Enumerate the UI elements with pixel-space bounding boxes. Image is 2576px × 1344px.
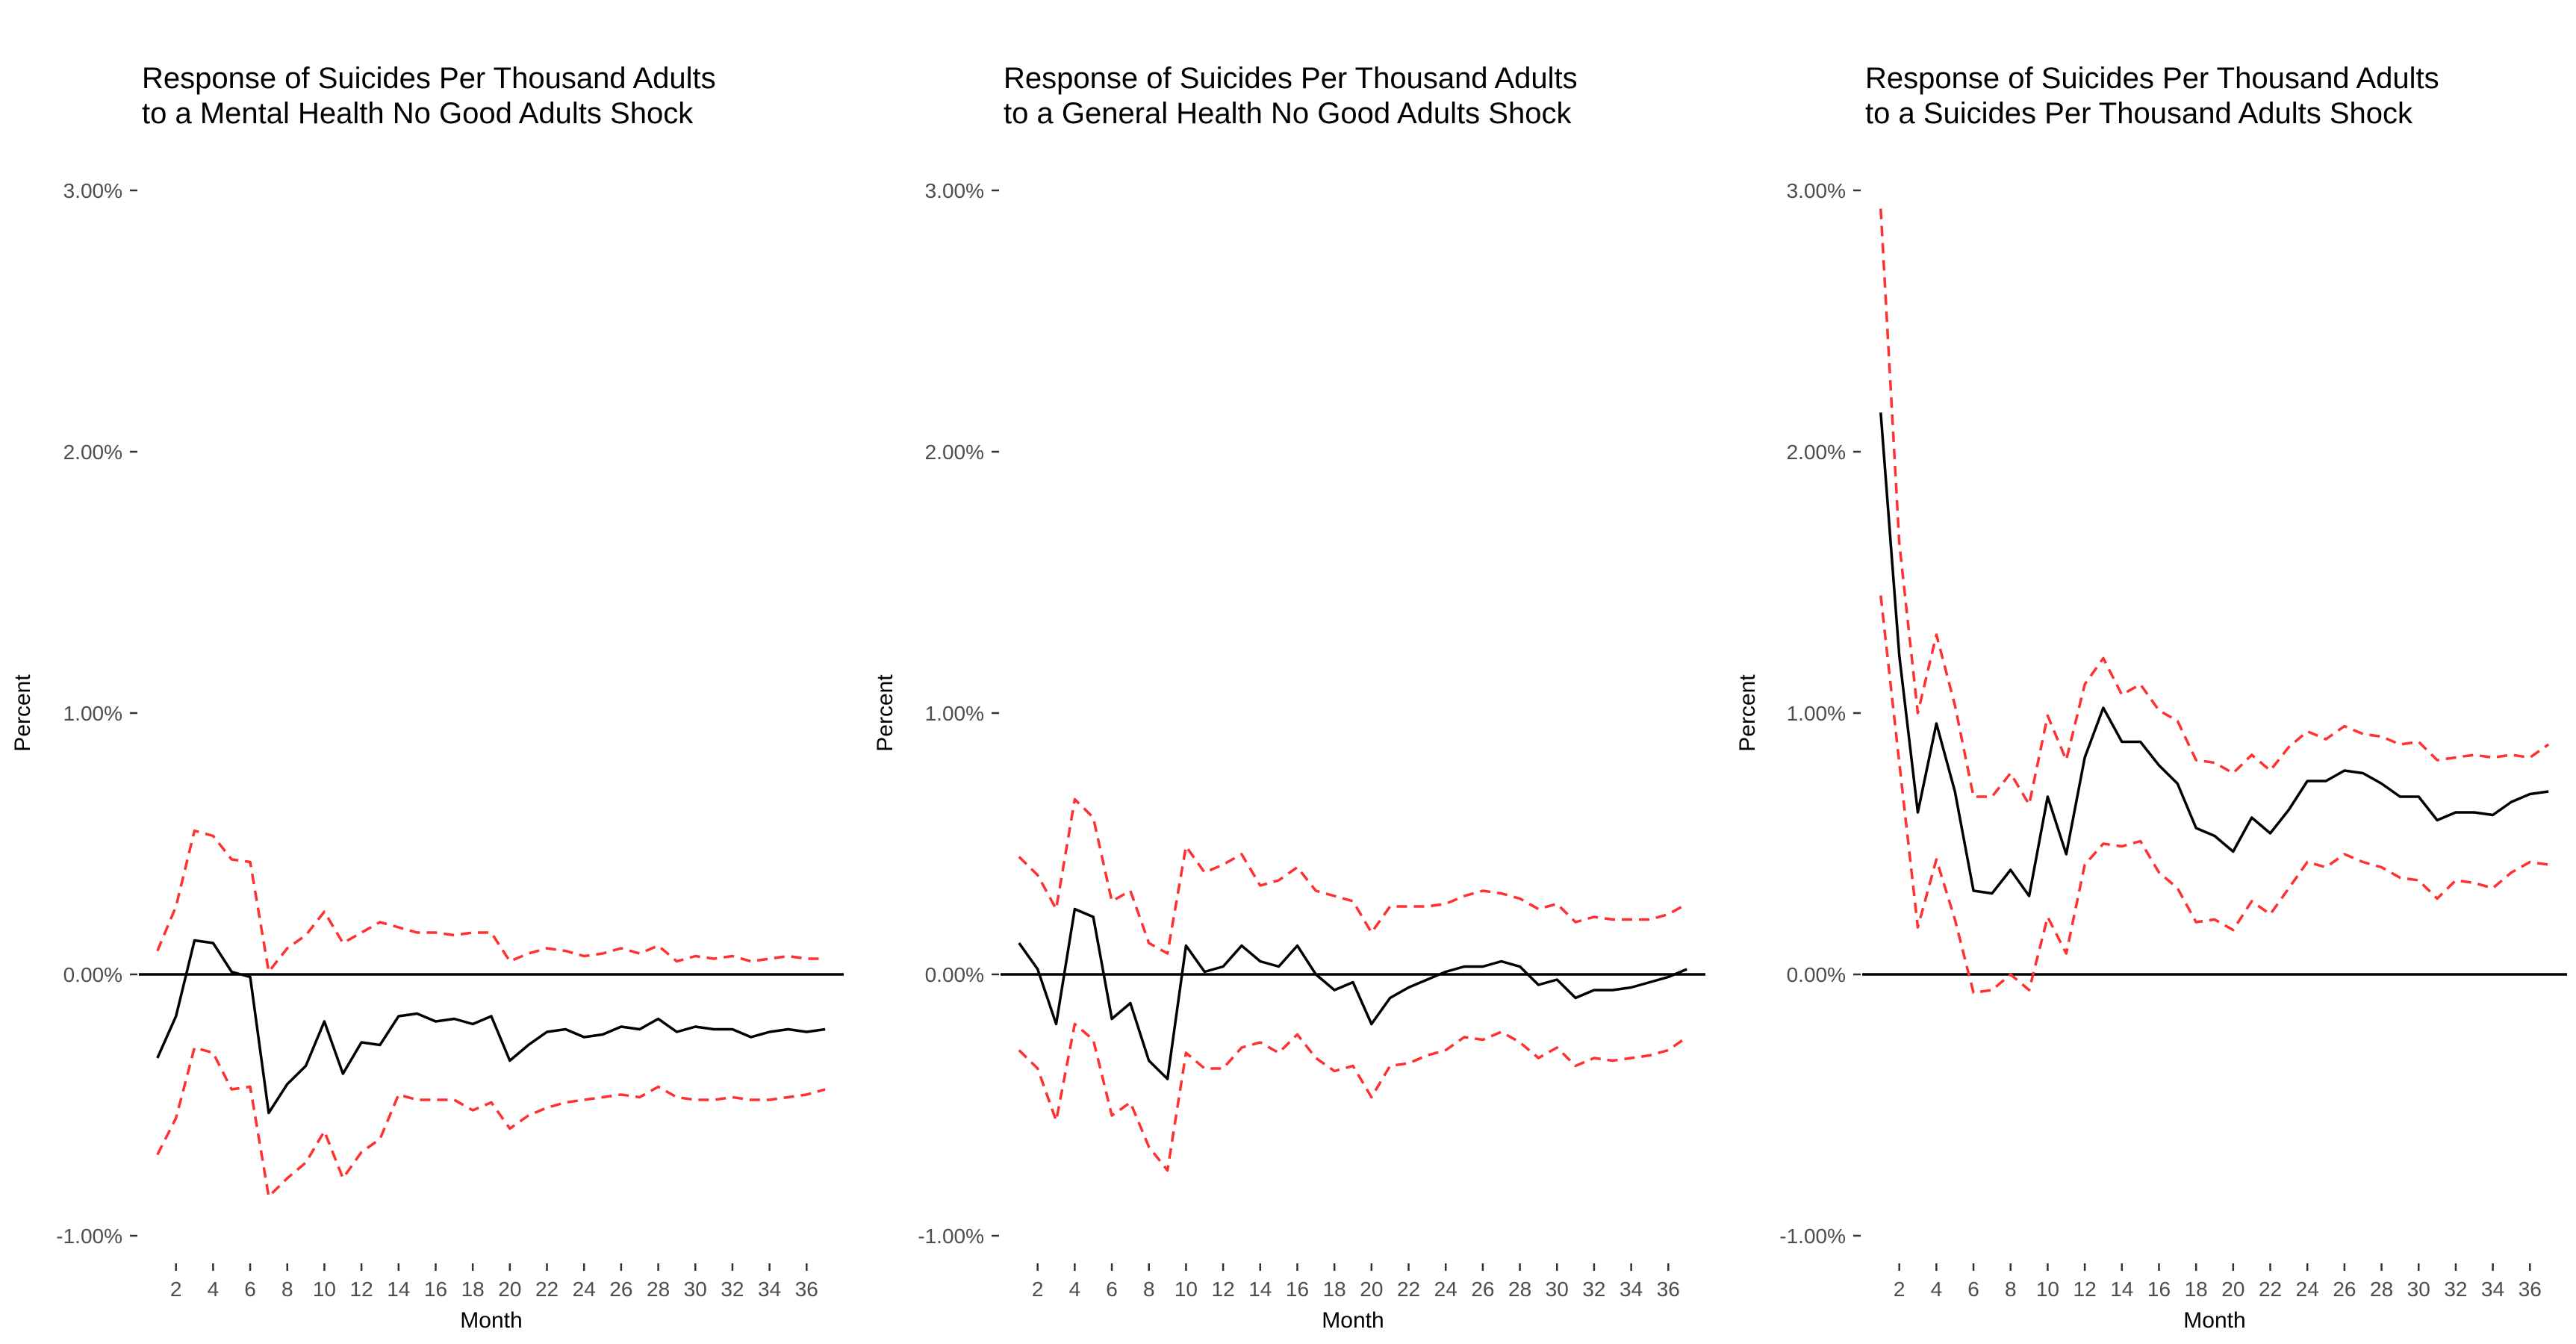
chart-title: Response of Suicides Per Thousand Adults… bbox=[1004, 62, 1578, 130]
x-tick-label: 28 bbox=[2370, 1278, 2393, 1301]
chart-title: Response of Suicides Per Thousand Adults… bbox=[142, 62, 716, 130]
y-tick-label: 1.00% bbox=[925, 702, 984, 725]
x-tick-label: 30 bbox=[1546, 1278, 1569, 1301]
x-tick-label: 6 bbox=[1106, 1278, 1118, 1301]
series-line-lower-band bbox=[1879, 595, 2549, 995]
x-tick-label: 30 bbox=[684, 1278, 707, 1301]
x-tick-label: 8 bbox=[1143, 1278, 1155, 1301]
y-tick-label: -1.00% bbox=[56, 1225, 122, 1248]
y-tick-label: 3.00% bbox=[63, 179, 122, 202]
x-tick-label: 30 bbox=[2407, 1278, 2430, 1301]
x-tick-label: 28 bbox=[1508, 1278, 1531, 1301]
x-tick-label: 26 bbox=[1471, 1278, 1494, 1301]
x-tick-label: 24 bbox=[573, 1278, 596, 1301]
y-tick-label: 0.00% bbox=[1787, 963, 1846, 986]
x-tick-label: 10 bbox=[2036, 1278, 2059, 1301]
y-tick-label: -1.00% bbox=[918, 1225, 984, 1248]
y-axis-title: Percent bbox=[10, 674, 35, 752]
x-tick-label: 24 bbox=[1434, 1278, 1457, 1301]
x-tick-label: 14 bbox=[2110, 1278, 2133, 1301]
series-line-estimate bbox=[1879, 412, 2549, 897]
y-tick-label: 3.00% bbox=[925, 179, 984, 202]
x-tick-label: 2 bbox=[1032, 1278, 1044, 1301]
x-tick-label: 36 bbox=[1657, 1278, 1680, 1301]
chart-panel-mental-health: Response of Suicides Per Thousand Adults… bbox=[10, 62, 844, 1333]
x-tick-label: 2 bbox=[170, 1278, 182, 1301]
x-tick-label: 22 bbox=[2259, 1278, 2282, 1301]
x-tick-label: 4 bbox=[1931, 1278, 1943, 1301]
y-tick-label: 2.00% bbox=[925, 441, 984, 464]
x-tick-label: 22 bbox=[1397, 1278, 1420, 1301]
x-tick-label: 26 bbox=[609, 1278, 632, 1301]
x-axis-title: Month bbox=[1322, 1308, 1384, 1333]
x-tick-label: 34 bbox=[1620, 1278, 1643, 1301]
chart-panel-general-health: Response of Suicides Per Thousand Adults… bbox=[873, 62, 1705, 1333]
x-tick-label: 8 bbox=[281, 1278, 293, 1301]
y-tick-label: 3.00% bbox=[1787, 179, 1846, 202]
x-tick-label: 20 bbox=[1360, 1278, 1383, 1301]
x-tick-label: 18 bbox=[461, 1278, 485, 1301]
y-tick-label: 1.00% bbox=[1787, 702, 1846, 725]
series-line-upper-band bbox=[1018, 797, 1688, 955]
x-tick-label: 12 bbox=[1212, 1278, 1235, 1301]
x-tick-label: 24 bbox=[2296, 1278, 2319, 1301]
x-tick-label: 14 bbox=[1248, 1278, 1272, 1301]
x-tick-label: 32 bbox=[1582, 1278, 1605, 1301]
x-tick-label: 36 bbox=[2519, 1278, 2542, 1301]
y-axis-title: Percent bbox=[1735, 674, 1760, 752]
series-line-estimate bbox=[156, 939, 826, 1115]
chart-panel-suicides: Response of Suicides Per Thousand Adults… bbox=[1735, 62, 2567, 1333]
x-tick-label: 18 bbox=[1323, 1278, 1346, 1301]
y-tick-label: 2.00% bbox=[63, 441, 122, 464]
x-tick-label: 16 bbox=[424, 1278, 447, 1301]
x-tick-label: 18 bbox=[2185, 1278, 2208, 1301]
x-tick-label: 10 bbox=[1175, 1278, 1198, 1301]
y-tick-label: 0.00% bbox=[63, 963, 122, 986]
x-tick-label: 12 bbox=[2073, 1278, 2097, 1301]
x-tick-label: 6 bbox=[244, 1278, 256, 1301]
x-tick-label: 20 bbox=[498, 1278, 521, 1301]
y-tick-label: 0.00% bbox=[925, 963, 984, 986]
x-tick-label: 10 bbox=[313, 1278, 336, 1301]
y-axis-title: Percent bbox=[873, 674, 897, 752]
x-tick-label: 12 bbox=[350, 1278, 373, 1301]
series-line-lower-band bbox=[1018, 1022, 1688, 1172]
x-tick-label: 16 bbox=[1286, 1278, 1309, 1301]
y-tick-label: 2.00% bbox=[1787, 441, 1846, 464]
x-tick-label: 34 bbox=[758, 1278, 781, 1301]
x-tick-label: 34 bbox=[2481, 1278, 2504, 1301]
y-tick-label: 1.00% bbox=[63, 702, 122, 725]
x-tick-label: 32 bbox=[721, 1278, 744, 1301]
chart-title: Response of Suicides Per Thousand Adults… bbox=[1865, 62, 2439, 130]
x-tick-label: 20 bbox=[2221, 1278, 2244, 1301]
y-tick-label: -1.00% bbox=[1779, 1225, 1846, 1248]
series-line-upper-band bbox=[1879, 208, 2550, 806]
x-axis-title: Month bbox=[2183, 1308, 2245, 1333]
x-tick-label: 14 bbox=[387, 1278, 410, 1301]
x-tick-label: 36 bbox=[795, 1278, 818, 1301]
series-line-upper-band bbox=[156, 829, 826, 974]
series-line-estimate bbox=[1018, 907, 1687, 1080]
x-tick-label: 28 bbox=[647, 1278, 670, 1301]
x-tick-label: 2 bbox=[1894, 1278, 1905, 1301]
x-tick-label: 6 bbox=[1967, 1278, 1979, 1301]
x-tick-label: 4 bbox=[208, 1278, 220, 1301]
x-tick-label: 22 bbox=[535, 1278, 559, 1301]
x-tick-label: 4 bbox=[1069, 1278, 1081, 1301]
series-line-lower-band bbox=[156, 1046, 826, 1198]
x-axis-title: Month bbox=[460, 1308, 522, 1333]
x-tick-label: 26 bbox=[2333, 1278, 2356, 1301]
x-tick-label: 32 bbox=[2444, 1278, 2467, 1301]
x-tick-label: 8 bbox=[2005, 1278, 2017, 1301]
x-tick-label: 16 bbox=[2147, 1278, 2171, 1301]
